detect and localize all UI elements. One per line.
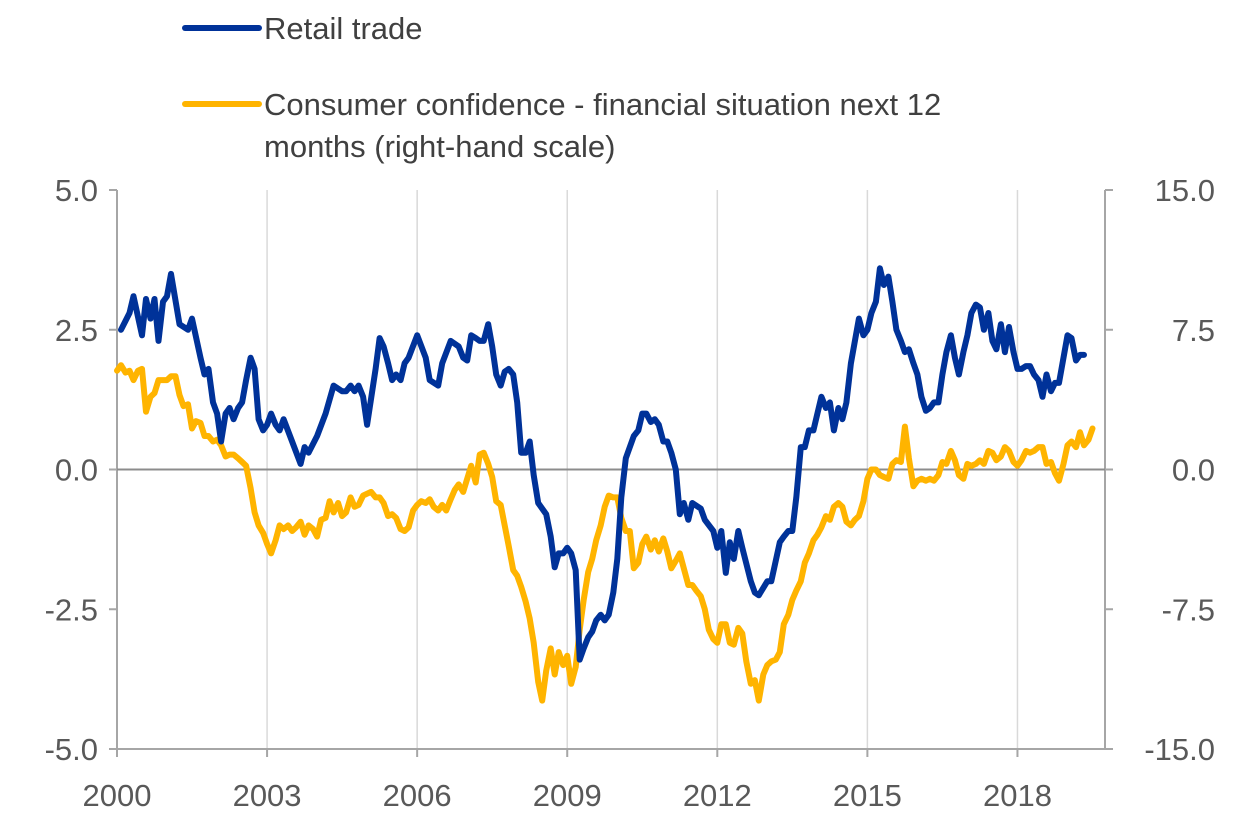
x-tick-label: 2015 <box>833 778 902 813</box>
x-tick-label: 2012 <box>683 778 752 813</box>
x-tick-label: 2006 <box>383 778 452 813</box>
y2-tick-label: 0.0 <box>1172 453 1215 488</box>
x-tick-label: 2000 <box>83 778 152 813</box>
x-tick-label: 2009 <box>533 778 602 813</box>
y-tick-label: -2.5 <box>45 592 98 627</box>
y-tick-label: 5.0 <box>55 173 98 208</box>
legend: Retail trade Consumer confidence - financ… <box>182 11 941 164</box>
y2-tick-label: 7.5 <box>1172 313 1215 348</box>
y2-tick-label: 15.0 <box>1155 173 1215 208</box>
y-axis-right: 15.0 7.5 0.0 -7.5 -15.0 <box>1105 173 1215 767</box>
y-tick-label: -5.0 <box>45 732 98 767</box>
series-layer <box>114 265 1096 704</box>
legend-label: Consumer confidence - financial situatio… <box>264 87 941 122</box>
y2-tick-label: -7.5 <box>1162 592 1215 627</box>
legend-label: Retail trade <box>264 11 423 46</box>
x-axis: 2000 2003 2006 2009 2012 2015 2018 <box>83 749 1052 813</box>
y-tick-label: 2.5 <box>55 313 98 348</box>
series-line-retail-trade <box>118 265 1087 663</box>
series-line-consumer-confidence <box>114 362 1096 704</box>
x-tick-label: 2018 <box>983 778 1052 813</box>
y2-tick-label: -15.0 <box>1144 732 1215 767</box>
y-axis-left: 5.0 2.5 0.0 -2.5 -5.0 <box>45 173 117 767</box>
legend-label: months (right-hand scale) <box>264 129 616 164</box>
y-tick-label: 0.0 <box>55 453 98 488</box>
x-tick-label: 2003 <box>233 778 302 813</box>
